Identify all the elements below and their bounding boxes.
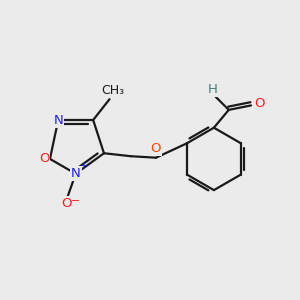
Text: O: O bbox=[151, 142, 161, 155]
Text: N: N bbox=[53, 113, 63, 127]
Text: +: + bbox=[79, 161, 87, 171]
Text: N: N bbox=[71, 167, 81, 180]
Text: CH₃: CH₃ bbox=[101, 84, 124, 97]
Text: O: O bbox=[254, 98, 265, 110]
Text: H: H bbox=[208, 82, 218, 96]
Text: −: − bbox=[70, 196, 80, 206]
Text: O: O bbox=[61, 197, 72, 210]
Text: O: O bbox=[39, 152, 49, 165]
